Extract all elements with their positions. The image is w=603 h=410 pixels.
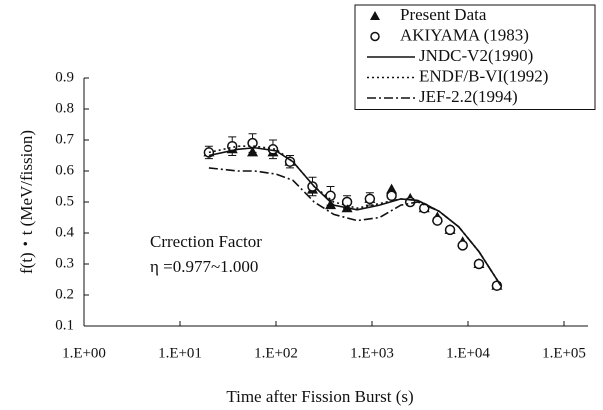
x-tick-label: 1.E+02	[254, 345, 298, 361]
triangle-marker	[386, 183, 398, 194]
y-tick-label: 0.7	[55, 131, 74, 147]
y-tick-label: 0.6	[55, 162, 74, 178]
x-tick-label: 1.E+01	[158, 345, 202, 361]
circle-marker	[307, 181, 318, 192]
y-axis-label: f(t)・t (MeV/fission)	[17, 130, 36, 274]
x-tick-label: 1.E+04	[446, 345, 490, 361]
legend-label: JEF-2.2(1994)	[419, 87, 518, 106]
line	[208, 145, 502, 287]
circle-marker	[432, 215, 443, 226]
legend-swatch	[370, 11, 380, 20]
circle-marker	[386, 190, 397, 202]
circle-marker	[364, 193, 376, 205]
circle-marker	[444, 224, 456, 236]
circle-marker	[457, 240, 468, 251]
x-tick-label: 1.E+00	[62, 345, 106, 361]
line	[208, 167, 502, 287]
x-axis-label: Time after Fission Burst (s)	[226, 387, 413, 406]
circle-marker	[473, 258, 485, 270]
y-tick-label: 0.2	[55, 286, 74, 302]
y-tick-label: 0.5	[55, 193, 74, 209]
y-tick-label: 0.9	[55, 69, 74, 85]
y-tick-label: 0.8	[55, 100, 74, 116]
circle-marker	[341, 196, 353, 208]
annotation: Crrection Factor	[150, 232, 262, 251]
legend-label: JNDC-V2(1990)	[419, 46, 533, 65]
legend-swatch	[370, 31, 380, 42]
legend-label: ENDF/B-VI(1992)	[419, 66, 548, 85]
legend-label: AKIYAMA (1983)	[400, 25, 529, 44]
circle-marker	[284, 156, 296, 167]
annotation: η =0.977~1.000	[150, 257, 258, 276]
legend-label: Present Data	[400, 5, 487, 24]
y-tick-label: 0.3	[55, 255, 74, 271]
y-tick-label: 0.1	[55, 317, 74, 333]
y-tick-label: 0.4	[55, 224, 74, 240]
x-tick-label: 1.E+03	[350, 345, 394, 361]
x-tick-label: 1.E+05	[542, 345, 586, 361]
